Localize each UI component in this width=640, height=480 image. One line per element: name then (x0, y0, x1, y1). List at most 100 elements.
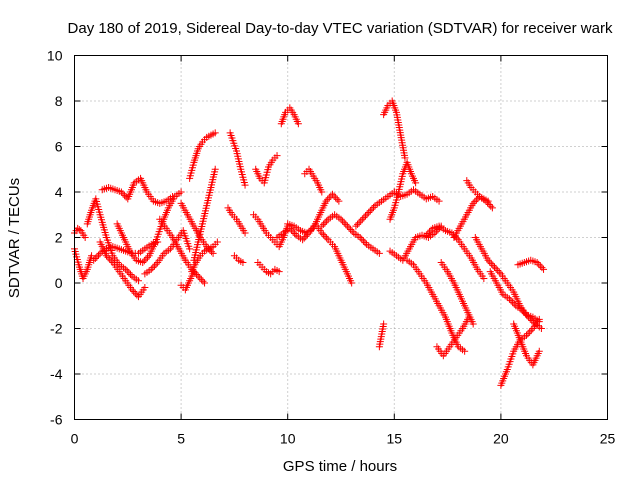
data-point-marker (362, 212, 370, 220)
data-point-marker (90, 256, 98, 264)
data-point-marker (211, 129, 219, 137)
x-tick-label: 25 (600, 431, 616, 447)
data-point-marker (324, 195, 332, 203)
data-point-marker (489, 261, 497, 269)
data-point-marker (435, 197, 443, 205)
data-point-marker (522, 331, 530, 339)
data-point-marker (365, 208, 373, 216)
y-axis-label: SDTVAR / TECUs (6, 178, 23, 298)
data-point-marker (375, 249, 383, 257)
data-point-marker (521, 310, 529, 318)
data-point-marker (358, 215, 366, 223)
data-point-marker (352, 222, 360, 230)
data-point-marker (197, 276, 205, 284)
data-point-marker (368, 205, 376, 213)
data-point-marker (533, 259, 541, 267)
data-point-marker (141, 284, 149, 292)
data-point-marker (348, 227, 356, 235)
data-point-marker (196, 274, 204, 282)
data-point-marker (363, 210, 371, 218)
data-point-marker (142, 255, 150, 263)
data-point-marker (241, 229, 249, 237)
data-point-marker (323, 217, 331, 225)
data-point-marker (332, 194, 340, 202)
data-point-marker (104, 253, 112, 261)
data-point-marker (330, 192, 338, 200)
data-point-marker (347, 226, 355, 234)
data-point-marker (537, 325, 545, 332)
data-point-marker (177, 188, 185, 196)
data-point-marker (527, 326, 535, 334)
data-point-marker (505, 295, 513, 303)
data-point-marker (189, 267, 197, 275)
data-point-marker (469, 320, 477, 328)
data-point-marker (140, 257, 148, 265)
data-point-marker (425, 228, 433, 236)
x-axis-label: GPS time / hours (283, 458, 397, 475)
data-point-marker (356, 234, 364, 241)
data-point-marker (484, 256, 492, 264)
data-point-marker (525, 313, 533, 321)
data-point-marker (495, 268, 503, 276)
data-point-marker (318, 188, 326, 196)
data-point-marker (484, 197, 492, 205)
data-point-marker (186, 245, 194, 253)
data-point-marker (302, 232, 310, 240)
data-point-marker (94, 251, 102, 259)
data-point-marker (509, 298, 517, 306)
data-point-marker (134, 277, 142, 285)
data-point-marker (471, 198, 479, 206)
x-tick-label: 0 (71, 431, 79, 447)
data-point-marker (150, 262, 158, 270)
data-point-marker (131, 289, 139, 297)
data-point-marker (422, 231, 430, 239)
data-point-marker (211, 165, 219, 173)
data-point-marker (199, 277, 207, 285)
data-point-marker (241, 181, 249, 189)
data-point-marker (507, 297, 515, 305)
data-point-marker (401, 154, 409, 162)
data-point-marker (348, 279, 356, 287)
data-point-marker (130, 288, 138, 296)
data-point-marker (321, 232, 329, 240)
data-point-marker (149, 264, 157, 272)
data-point-marker (538, 264, 546, 272)
data-point-marker (121, 191, 129, 199)
data-point-marker (358, 235, 366, 243)
data-point-marker (75, 226, 83, 234)
data-point-marker (354, 220, 362, 228)
data-point-marker (355, 219, 363, 227)
y-tick-label: 0 (55, 275, 63, 291)
data-point-marker (492, 265, 500, 273)
data-point-marker (93, 253, 101, 261)
data-point-marker (535, 260, 543, 268)
y-tick-label: 8 (55, 93, 63, 109)
data-point-marker (144, 253, 152, 261)
y-tick-label: 4 (55, 184, 63, 200)
data-point-marker (289, 228, 297, 236)
data-point-marker (461, 347, 469, 355)
data-point-marker (300, 234, 308, 242)
data-point-marker (126, 270, 134, 278)
data-point-marker (528, 317, 536, 325)
data-point-marker (540, 265, 548, 273)
data-point-marker (518, 306, 526, 314)
data-point-marker (345, 224, 353, 232)
data-point-marker (424, 230, 432, 238)
y-tick-label: -6 (50, 412, 63, 428)
data-point-marker (484, 199, 492, 207)
data-point-marker (449, 231, 457, 239)
data-point-marker (412, 179, 420, 187)
data-point-marker (523, 311, 531, 319)
data-point-marker (328, 190, 336, 198)
data-point-marker (102, 252, 110, 260)
data-point-marker (201, 279, 209, 287)
data-point-marker (524, 330, 532, 338)
data-point-marker (380, 320, 388, 328)
data-point-marker (494, 266, 502, 274)
y-tick-label: 2 (55, 230, 63, 246)
y-tick-label: -2 (50, 321, 63, 337)
data-point-marker (465, 313, 473, 321)
